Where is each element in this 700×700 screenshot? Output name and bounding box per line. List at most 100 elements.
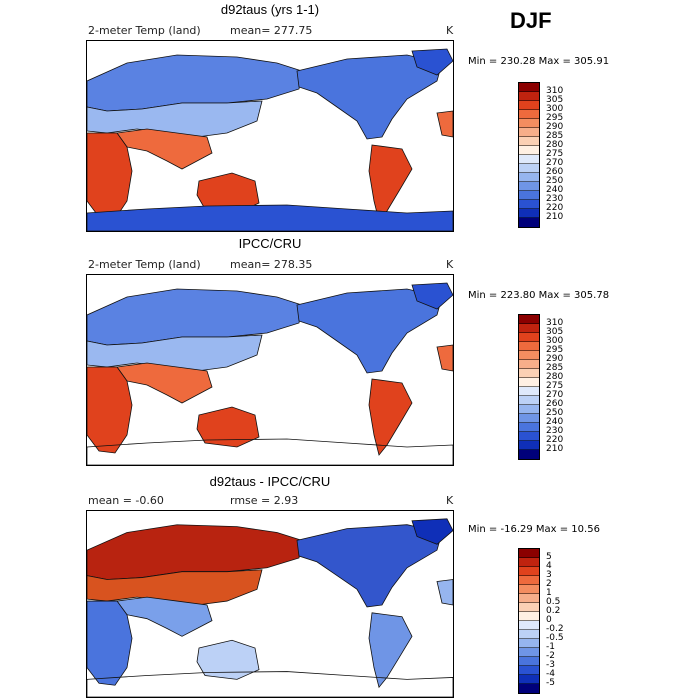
colorbar-label: 1	[546, 588, 552, 598]
colorbar-swatch	[519, 137, 539, 146]
colorbar-swatch	[519, 558, 539, 567]
colorbar-swatch	[519, 657, 539, 666]
colorbar-swatch	[519, 182, 539, 191]
colorbar-label: 220	[546, 435, 564, 445]
south-asia-landmass	[116, 128, 213, 170]
colorbar-swatch	[519, 549, 539, 558]
colorbar-swatch	[519, 92, 539, 101]
panel-2-minmax: Min = 223.80 Max = 305.78	[468, 290, 610, 301]
colorbar-swatch	[519, 209, 539, 218]
africa-landmass	[87, 132, 133, 220]
colorbar-swatch	[519, 333, 539, 342]
colorbar-label: 250	[546, 176, 564, 186]
panel-2-unit: K	[446, 258, 454, 271]
colorbar-label: 270	[546, 158, 564, 168]
panel-3-title: d92taus - IPCC/CRU	[209, 474, 331, 489]
panel-1-variable: 2-meter Temp (land)	[88, 24, 201, 37]
south-asia-landmass	[116, 362, 213, 404]
colorbar-swatch	[519, 414, 539, 423]
colorbar-label: -4	[546, 669, 555, 679]
colorbar-label: 285	[546, 363, 564, 373]
colorbar-swatch	[519, 450, 539, 459]
colorbar-swatch	[519, 630, 539, 639]
colorbar-label: 210	[546, 212, 564, 222]
map-canvas	[87, 282, 453, 465]
colorbar-swatch	[519, 585, 539, 594]
colorbar-swatch	[519, 342, 539, 351]
colorbar-label: -1	[546, 642, 555, 652]
north-america-landmass	[296, 524, 443, 608]
colorbar-label: 275	[546, 149, 564, 159]
colorbar-label: 295	[546, 345, 564, 355]
colorbar-swatch	[519, 684, 539, 693]
panel-3-rmse: rmse = 2.93	[230, 494, 299, 507]
colorbar-label: 295	[546, 113, 564, 123]
map-canvas	[87, 518, 453, 697]
colorbar-swatch	[519, 110, 539, 119]
colorbar-swatch	[519, 405, 539, 414]
colorbar-label: 230	[546, 426, 564, 436]
colorbar-label: 270	[546, 390, 564, 400]
colorbar-label: 2	[546, 579, 552, 589]
australia-landmass	[196, 406, 260, 448]
panel-3-map	[86, 510, 454, 698]
colorbar-swatch	[519, 351, 539, 360]
colorbar-label: 0	[546, 615, 552, 625]
colorbar-swatch	[519, 173, 539, 182]
colorbar-label: 4	[546, 561, 552, 571]
colorbar-label: 310	[546, 318, 564, 328]
colorbar-swatch	[519, 128, 539, 137]
africa-east-edge-landmass	[436, 579, 453, 606]
colorbar-swatch	[519, 146, 539, 155]
colorbar-swatch	[519, 387, 539, 396]
africa-landmass	[87, 600, 133, 686]
panel-1-mean: mean= 277.75	[230, 24, 313, 37]
colorbar-label: 210	[546, 444, 564, 454]
panel-2-variable: 2-meter Temp (land)	[88, 258, 201, 271]
north-america-landmass	[296, 54, 443, 140]
colorbar-label: 240	[546, 185, 564, 195]
panel-3-minmax: Min = -16.29 Max = 10.56	[468, 524, 600, 535]
eurasia-mid-landmass	[87, 334, 263, 372]
colorbar-label: 260	[546, 167, 564, 177]
colorbar-label: 220	[546, 203, 564, 213]
colorbar-label: 260	[546, 399, 564, 409]
africa-east-edge-landmass	[436, 110, 453, 138]
north-america-landmass	[296, 288, 443, 374]
colorbar-swatch	[519, 324, 539, 333]
eurasia-mid-landmass	[87, 100, 263, 138]
panel-1-colorbar	[518, 82, 540, 228]
colorbar-swatch	[519, 83, 539, 92]
south-asia-landmass	[116, 596, 213, 637]
colorbar-label: 0.5	[546, 597, 561, 607]
south-america-landmass	[368, 612, 413, 689]
colorbar-swatch	[519, 675, 539, 684]
colorbar-label: 290	[546, 122, 564, 132]
greenland-landmass	[411, 518, 453, 545]
colorbar-swatch	[519, 648, 539, 657]
colorbar-swatch	[519, 369, 539, 378]
colorbar-swatch	[519, 639, 539, 648]
colorbar-label: 280	[546, 140, 564, 150]
colorbar-swatch	[519, 612, 539, 621]
panel-1-unit: K	[446, 24, 454, 37]
colorbar-swatch	[519, 666, 539, 675]
colorbar-swatch	[519, 119, 539, 128]
africa-landmass	[87, 366, 133, 454]
colorbar-label: -2	[546, 651, 555, 661]
colorbar-swatch	[519, 164, 539, 173]
colorbar-swatch	[519, 432, 539, 441]
colorbar-label: 5	[546, 552, 552, 562]
colorbar-label: -0.2	[546, 624, 564, 634]
colorbar-label: 280	[546, 372, 564, 382]
colorbar-swatch	[519, 360, 539, 369]
colorbar-label: 275	[546, 381, 564, 391]
antarctica-landmass	[87, 671, 453, 697]
antarctica-landmass	[87, 438, 453, 465]
panel-2-mean: mean= 278.35	[230, 258, 313, 271]
colorbar-label: -0.5	[546, 633, 564, 643]
colorbar-label: 290	[546, 354, 564, 364]
colorbar-swatch	[519, 594, 539, 603]
colorbar-swatch	[519, 576, 539, 585]
panel-1-title: d92taus (yrs 1-1)	[220, 2, 320, 17]
